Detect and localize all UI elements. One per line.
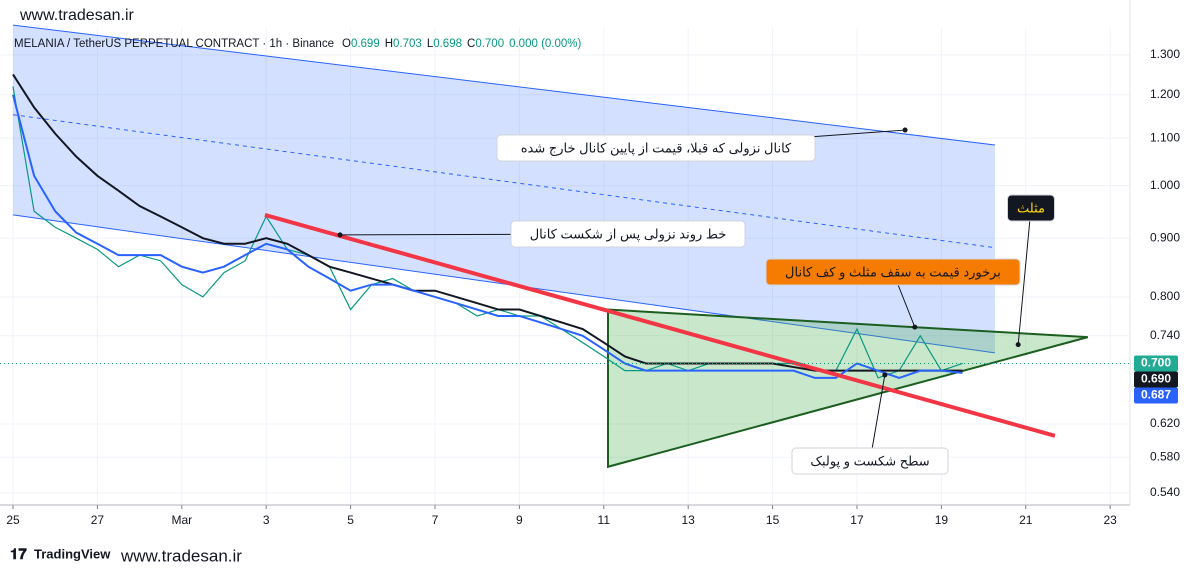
annotation-text: برخورد قیمت به سقف مثلث و کف کانال bbox=[785, 264, 1001, 280]
y-tick-label: 1.200 bbox=[1150, 87, 1180, 101]
annotation-text: سطح شکست و پولبک bbox=[810, 453, 929, 469]
annotation-pointer bbox=[869, 374, 886, 462]
ohlc-value: 0.703 bbox=[393, 38, 422, 50]
x-tick-label: 21 bbox=[1019, 513, 1033, 527]
ohlc-value: 0.700 bbox=[475, 38, 504, 50]
change: 0.000 (0.00%) bbox=[509, 38, 581, 50]
x-tick-label: 17 bbox=[850, 513, 864, 527]
x-tick-label: 9 bbox=[516, 513, 523, 527]
annotation-text: کانال نزولی که قبلا، قیمت از پایین کانال… bbox=[521, 140, 792, 156]
x-tick-label: 5 bbox=[347, 513, 354, 527]
x-tick-label: 7 bbox=[432, 513, 439, 527]
annotation-pointer bbox=[1017, 207, 1032, 345]
last-value-label: 0.687 bbox=[1141, 388, 1171, 402]
x-tick-label: 13 bbox=[681, 513, 695, 527]
y-tick-label: 0.540 bbox=[1150, 485, 1180, 499]
annotation-anchor bbox=[912, 324, 918, 330]
ohlc-key: C bbox=[467, 38, 475, 50]
y-tick-label: 0.580 bbox=[1150, 449, 1180, 463]
annotation-anchor bbox=[1015, 342, 1021, 348]
ohlc-key: O bbox=[342, 38, 351, 50]
x-tick-label: 11 bbox=[598, 513, 611, 527]
y-tick-label: 0.800 bbox=[1150, 289, 1180, 303]
last-value-label: 0.700 bbox=[1141, 356, 1171, 370]
annotation-box bbox=[791, 447, 949, 475]
y-tick-label: 1.000 bbox=[1150, 178, 1180, 192]
y-tick-label: 1.300 bbox=[1150, 47, 1180, 61]
x-tick-label: 25 bbox=[6, 513, 20, 527]
y-tick-label: 0.620 bbox=[1150, 416, 1180, 430]
annotation-box bbox=[510, 220, 746, 248]
x-tick-label: 27 bbox=[91, 513, 105, 527]
channel-fill bbox=[12, 25, 995, 353]
chart-title: MELANIA / TetherUS PERPETUAL CONTRACT · … bbox=[14, 38, 334, 50]
triangle bbox=[607, 308, 1089, 469]
ohlc-value: 0.699 bbox=[351, 38, 380, 50]
series-line bbox=[12, 94, 963, 379]
x-tick-label: Mar bbox=[171, 513, 192, 527]
brand: TradingView bbox=[34, 546, 111, 561]
channel-upper bbox=[12, 24, 996, 146]
annotation-anchor bbox=[902, 127, 908, 133]
drawings bbox=[12, 24, 1089, 469]
watermark: www.tradesan.ir bbox=[19, 7, 134, 24]
last-value-box bbox=[1134, 371, 1178, 388]
ohlc-key: H bbox=[385, 38, 393, 50]
annotation-box bbox=[1007, 194, 1055, 222]
ohlc-key: L bbox=[427, 38, 434, 50]
ohlc-value: 0.698 bbox=[433, 38, 462, 50]
annotation-anchor bbox=[882, 372, 888, 378]
y-tick-label: 0.740 bbox=[1150, 328, 1180, 342]
channel-middle bbox=[12, 114, 996, 249]
x-tick-label: 19 bbox=[935, 513, 949, 527]
series-line bbox=[12, 73, 963, 372]
y-tick-label: 0.900 bbox=[1150, 230, 1180, 244]
annotation-box bbox=[496, 134, 816, 162]
channel-lower bbox=[12, 214, 996, 354]
last-value-box bbox=[1134, 387, 1178, 404]
last-value-label: 0.690 bbox=[1141, 372, 1171, 386]
x-tick-label: 15 bbox=[766, 513, 780, 527]
trendline bbox=[264, 212, 1056, 438]
annotation-text: خط روند نزولی پس از شکست کانال bbox=[530, 226, 727, 242]
plot-area bbox=[0, 24, 1130, 505]
annotation-anchor bbox=[337, 232, 343, 238]
annotation-text: مثلث bbox=[1017, 200, 1045, 215]
x-tick-label: 23 bbox=[1103, 513, 1117, 527]
footer: 𝟏𝟕 TradingView www.tradesan.ir bbox=[10, 546, 242, 566]
annotation-box bbox=[765, 258, 1021, 286]
y-tick-label: 1.100 bbox=[1150, 130, 1180, 144]
x-tick-label: 3 bbox=[263, 513, 270, 527]
last-value-box bbox=[1134, 355, 1178, 372]
annotations: کانال نزولی که قبلا، قیمت از پایین کانال… bbox=[337, 127, 1055, 475]
footer-watermark: www.tradesan.ir bbox=[120, 546, 242, 565]
brand-logo: 𝟏𝟕 bbox=[10, 546, 27, 563]
